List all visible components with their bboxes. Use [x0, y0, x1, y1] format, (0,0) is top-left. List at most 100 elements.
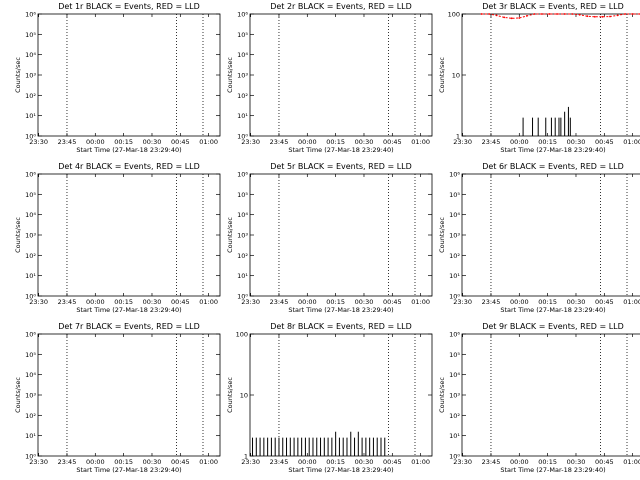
y-tick-label: 10⁵ — [237, 31, 248, 39]
plot-frame — [37, 333, 221, 457]
panel-title: Det 3r BLACK = Events, RED = LLD — [482, 2, 624, 11]
detector-panel-7: Det 7r BLACK = Events, RED = LLD 23:30 23:… — [14, 322, 221, 474]
x-tick-label: 00:45 — [595, 138, 614, 146]
y-axis-label: Counts/sec — [226, 57, 234, 93]
plot-frame — [249, 173, 433, 297]
detector-panel-4: Det 4r BLACK = Events, RED = LLD 23:30 23:… — [14, 162, 221, 314]
x-tick-label: 00:15 — [538, 458, 557, 466]
y-tick-label: 10⁰ — [25, 293, 36, 301]
y-tick-label: 10² — [449, 252, 460, 260]
x-tick-label: 00:45 — [171, 458, 190, 466]
y-tick-label: 10¹ — [449, 272, 460, 280]
y-tick-label: 10⁵ — [25, 351, 36, 359]
x-tick-label: 23:30 — [241, 138, 260, 146]
x-tick-label: 00:15 — [326, 298, 345, 306]
x-tick-label: 00:15 — [114, 458, 133, 466]
y-tick-label: 10⁶ — [449, 331, 460, 339]
lld-point — [609, 15, 611, 18]
y-tick-label: 10⁴ — [25, 51, 36, 59]
x-tick-label: 23:45 — [270, 458, 289, 466]
lld-point — [548, 13, 551, 15]
y-tick-label: 10¹ — [237, 112, 248, 120]
x-tick-label: 01:00 — [411, 458, 430, 466]
detector-panel-6: Det 6r BLACK = Events, RED = LLD 23:30 23:… — [438, 162, 640, 314]
lld-point — [601, 15, 604, 18]
x-tick-label: 01:00 — [411, 298, 430, 306]
y-tick-label: 10¹ — [25, 112, 36, 120]
lld-point — [541, 13, 543, 15]
x-tick-label: 23:30 — [453, 298, 472, 306]
x-axis-label: Start Time (27-Mar-18 23:29:40) — [288, 306, 393, 314]
y-tick-label: 10³ — [449, 392, 460, 400]
x-tick-label: 23:45 — [270, 138, 289, 146]
x-tick-label: 00:15 — [538, 298, 557, 306]
x-tick-label: 00:30 — [143, 138, 162, 146]
y-axis-label: Counts/sec — [438, 377, 446, 413]
x-tick-label: 00:00 — [510, 298, 529, 306]
plot-frame — [37, 173, 221, 297]
lld-point — [578, 13, 581, 16]
x-tick-label: 23:30 — [241, 298, 260, 306]
x-axis-label: Start Time (27-Mar-18 23:29:40) — [76, 306, 181, 314]
y-axis-label: Counts/sec — [438, 57, 446, 93]
y-tick-label: 100 — [448, 11, 460, 19]
y-tick-label: 10⁵ — [25, 31, 36, 39]
y-tick-label: 10⁰ — [449, 453, 460, 461]
lld-point — [510, 17, 513, 20]
x-tick-label: 23:30 — [453, 138, 472, 146]
panel-title: Det 4r BLACK = Events, RED = LLD — [58, 162, 200, 171]
x-tick-label: 00:30 — [567, 298, 586, 306]
x-tick-label: 00:30 — [143, 458, 162, 466]
lld-point — [533, 13, 536, 15]
x-tick-label: 00:15 — [326, 458, 345, 466]
x-axis-label: Start Time (27-Mar-18 23:29:40) — [288, 466, 393, 474]
y-tick-label: 10⁴ — [237, 51, 248, 59]
y-axis-label: Counts/sec — [14, 217, 22, 253]
lld-point — [480, 13, 483, 15]
detector-panel-8: Det 8r BLACK = Events, RED = LLD 23:30 23:… — [226, 322, 433, 474]
x-tick-label: 00:30 — [567, 138, 586, 146]
x-tick-label: 00:00 — [298, 298, 317, 306]
y-tick-label: 10² — [25, 412, 36, 420]
x-tick-label: 23:45 — [270, 298, 289, 306]
x-axis-label: Start Time (27-Mar-18 23:29:40) — [500, 146, 605, 154]
panel-title: Det 6r BLACK = Events, RED = LLD — [482, 162, 624, 171]
x-tick-label: 23:45 — [58, 458, 77, 466]
plot-frame — [461, 173, 640, 297]
y-tick-label: 10³ — [237, 72, 248, 80]
x-tick-label: 23:45 — [58, 298, 77, 306]
x-tick-label: 23:45 — [482, 458, 501, 466]
x-tick-label: 23:45 — [482, 138, 501, 146]
y-tick-label: 10⁶ — [237, 11, 248, 19]
x-tick-label: 00:15 — [538, 138, 557, 146]
x-tick-label: 23:45 — [482, 298, 501, 306]
panel-title: Det 8r BLACK = Events, RED = LLD — [270, 322, 412, 331]
x-tick-label: 00:00 — [298, 138, 317, 146]
x-tick-label: 00:45 — [171, 138, 190, 146]
plot-frame — [461, 333, 640, 457]
x-tick-label: 01:00 — [411, 138, 430, 146]
x-tick-label: 00:00 — [86, 138, 105, 146]
x-tick-label: 00:00 — [86, 458, 105, 466]
plot-frame — [249, 333, 433, 457]
y-tick-label: 10⁶ — [237, 171, 248, 179]
x-tick-label: 01:00 — [623, 298, 640, 306]
y-axis-label: Counts/sec — [14, 377, 22, 413]
y-tick-label: 10⁰ — [237, 133, 248, 141]
plot-frame — [37, 13, 221, 137]
y-tick-label: 10³ — [25, 232, 36, 240]
y-tick-label: 10¹ — [25, 432, 36, 440]
x-tick-label: 00:45 — [595, 298, 614, 306]
x-axis-label: Start Time (27-Mar-18 23:29:40) — [76, 146, 181, 154]
x-tick-label: 01:00 — [199, 458, 218, 466]
lld-point — [593, 15, 596, 18]
panel-title: Det 5r BLACK = Events, RED = LLD — [270, 162, 412, 171]
y-tick-label: 10⁵ — [449, 351, 460, 359]
x-axis-label: Start Time (27-Mar-18 23:29:40) — [500, 466, 605, 474]
x-tick-label: 00:00 — [86, 298, 105, 306]
lld-point — [586, 15, 589, 18]
y-tick-label: 10⁴ — [449, 211, 460, 219]
x-tick-label: 00:45 — [383, 298, 402, 306]
y-tick-label: 10 — [452, 72, 460, 80]
x-tick-label: 23:30 — [453, 458, 472, 466]
